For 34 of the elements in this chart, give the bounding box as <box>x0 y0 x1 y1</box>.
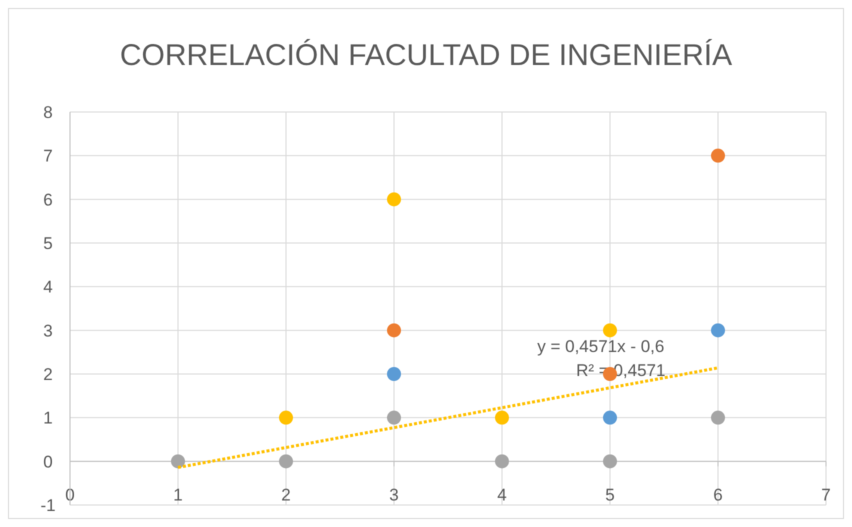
point <box>495 410 509 425</box>
point <box>711 148 725 163</box>
point <box>279 410 293 425</box>
annotation: y = 0,4571x - 0,6 <box>537 337 664 356</box>
chart-title: CORRELACIÓN FACULTAD DE INGENIERÍA <box>120 38 732 72</box>
x-tick-label: 5 <box>605 485 615 504</box>
x-tick-label: 3 <box>389 485 399 504</box>
y-tick-label: 1 <box>43 408 53 428</box>
point <box>387 367 401 381</box>
point <box>387 323 401 338</box>
y-tick-label: 6 <box>43 190 53 210</box>
x-tick-label: 1 <box>173 485 183 504</box>
point <box>279 454 293 468</box>
y-tick-label: 7 <box>43 146 53 166</box>
y-tick-label: 4 <box>43 278 53 297</box>
point <box>171 454 185 468</box>
y-tick-label: 3 <box>43 321 53 340</box>
point <box>387 192 401 206</box>
y-tick-label: 0 <box>43 452 53 472</box>
y-tick-label: -1 <box>40 496 56 515</box>
y-tick-label: 2 <box>43 365 53 384</box>
y-tick-label: 8 <box>43 103 53 122</box>
point <box>495 454 509 468</box>
point <box>387 410 401 425</box>
point <box>711 323 725 338</box>
x-tick-label: 4 <box>497 485 507 504</box>
x-tick-label: 7 <box>821 485 831 504</box>
point <box>711 410 725 425</box>
point <box>603 454 617 468</box>
point <box>603 410 617 425</box>
y-tick-label: 5 <box>43 234 53 253</box>
point <box>603 323 617 338</box>
x-tick-label: 6 <box>713 485 723 504</box>
x-tick-label: 2 <box>281 485 291 504</box>
